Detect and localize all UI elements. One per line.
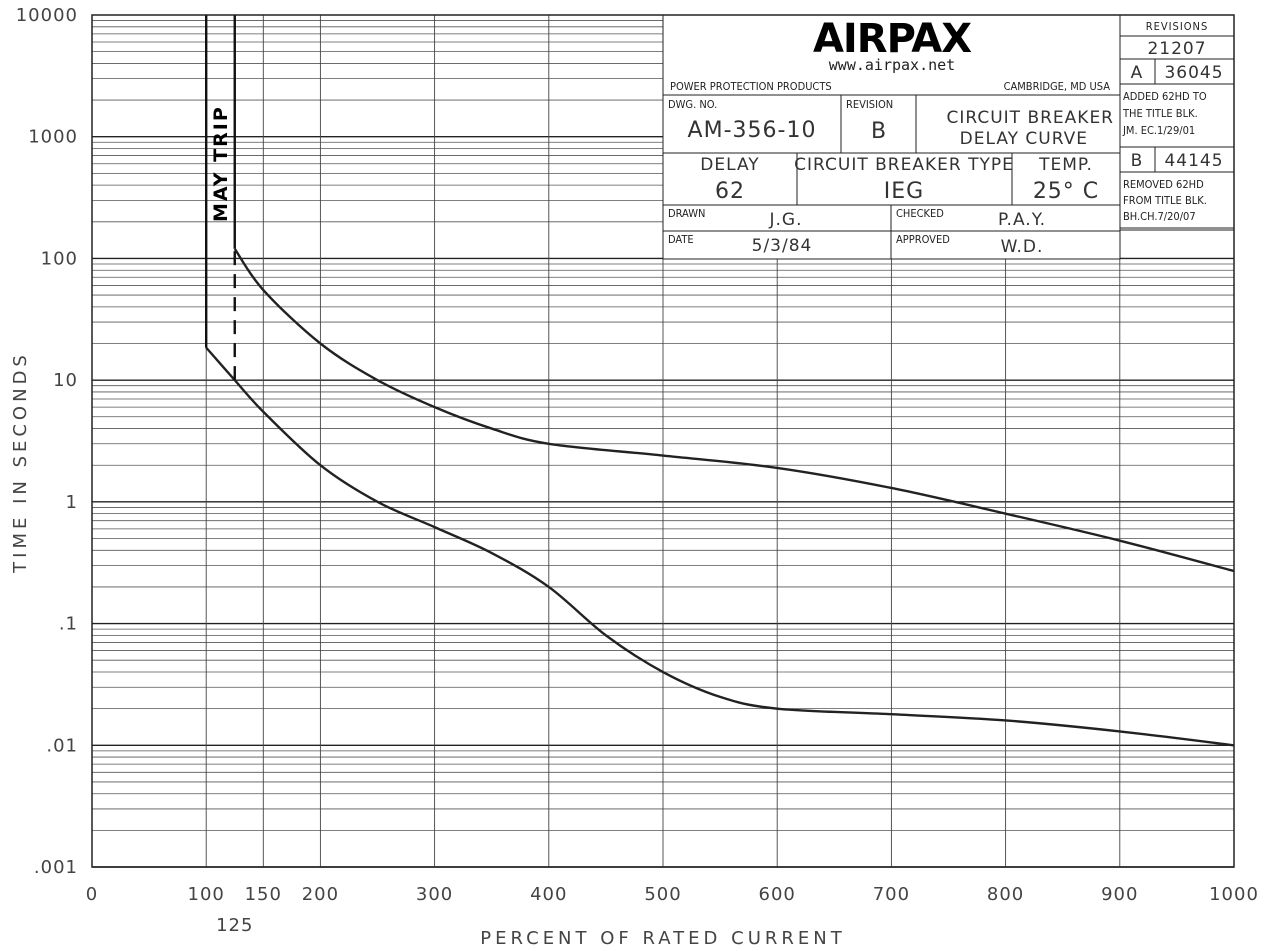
dwg-no-label: DWG. NO.	[668, 98, 717, 111]
drawn-value: J.G.	[769, 210, 803, 230]
y-axis-title: TIME IN SECONDS	[10, 351, 31, 574]
company-location: CAMBRIDGE, MD USA	[1004, 80, 1111, 93]
approved-label: APPROVED	[896, 233, 950, 246]
rev-a-note-2: THE TITLE BLK.	[1122, 107, 1198, 120]
rev-a-letter: A	[1131, 63, 1144, 83]
y-tick-label: 10000	[16, 5, 78, 26]
title-block: AIRPAX www.airpax.net POWER PROTECTION P…	[662, 14, 1121, 260]
drawing-title-line2: DELAY CURVE	[960, 129, 1088, 149]
x-tick-label: 800	[987, 884, 1024, 905]
revision-value: B	[871, 119, 887, 144]
revisions-base: 21207	[1147, 39, 1206, 59]
x-tick-label: 125	[216, 915, 253, 936]
y-tick-label: .01	[46, 735, 78, 756]
curves	[204, 15, 1235, 747]
rev-b-note-1: REMOVED 62HD	[1123, 178, 1204, 191]
revisions-block: REVISIONS 21207 A 36045 ADDED 62HD TO TH…	[1119, 14, 1235, 231]
y-tick-label: .1	[59, 614, 78, 635]
revision-label: REVISION	[846, 98, 893, 111]
x-axis-title: PERCENT OF RATED CURRENT	[480, 928, 845, 949]
drawing-title-line1: CIRCUIT BREAKER	[946, 108, 1114, 128]
temp-label: TEMP.	[1038, 155, 1093, 175]
delay-value: 62	[715, 179, 745, 204]
date-label: DATE	[668, 233, 694, 246]
rev-a-number: 36045	[1164, 63, 1223, 83]
breaker-type-value: IEG	[884, 179, 924, 204]
y-tick-label: .001	[34, 857, 78, 878]
x-tick-label: 500	[644, 884, 681, 905]
x-tick-label: 600	[759, 884, 796, 905]
breaker-type-label: CIRCUIT BREAKER TYPE	[794, 155, 1014, 175]
x-tick-label: 400	[530, 884, 567, 905]
x-tick-label: 700	[873, 884, 910, 905]
rev-a-note-1: ADDED 62HD TO	[1123, 90, 1207, 103]
x-tick-label: 150	[245, 884, 282, 905]
rev-b-letter: B	[1131, 151, 1144, 171]
x-tick-label: 900	[1101, 884, 1138, 905]
rev-b-note-3: BH.CH.7/20/07	[1123, 210, 1196, 223]
tick-labels: 0 100 150 200 300 400 500 600 700 800 900 1000 125 10…	[16, 5, 1259, 936]
checked-label: CHECKED	[896, 207, 944, 220]
company-url: www.airpax.net	[829, 56, 955, 74]
revisions-header: REVISIONS	[1146, 20, 1209, 33]
x-tick-label: 300	[416, 884, 453, 905]
company-name: POWER PROTECTION PRODUCTS	[670, 80, 832, 93]
drawn-label: DRAWN	[668, 207, 705, 220]
date-value: 5/3/84	[752, 236, 813, 256]
temp-value: 25° C	[1033, 179, 1099, 204]
y-tick-label: 1000	[28, 127, 78, 148]
delay-label: DELAY	[700, 155, 759, 175]
y-tick-label: 100	[41, 248, 78, 269]
x-tick-label: 200	[302, 884, 339, 905]
x-tick-label: 1000	[1209, 884, 1259, 905]
curve-series-2	[205, 346, 1235, 747]
dwg-no-value: AM-356-10	[688, 118, 817, 143]
y-tick-label: 10	[53, 370, 78, 391]
approved-value: W.D.	[1001, 237, 1044, 257]
may-trip-annotation: MAY TRIP	[210, 105, 232, 222]
rev-b-number: 44145	[1164, 151, 1223, 171]
plot-frame	[91, 14, 1235, 868]
rev-b-note-2: FROM TITLE BLK.	[1123, 194, 1207, 207]
y-tick-label: 1	[66, 492, 78, 513]
rev-a-note-3: JM. EC.1/29/01	[1122, 124, 1195, 137]
x-tick-label: 0	[86, 884, 98, 905]
curve-series-1	[233, 248, 1235, 573]
airpax-logo: AIRPAX	[813, 16, 972, 62]
checked-value: P.A.Y.	[998, 210, 1046, 230]
x-tick-label: 100	[188, 884, 225, 905]
